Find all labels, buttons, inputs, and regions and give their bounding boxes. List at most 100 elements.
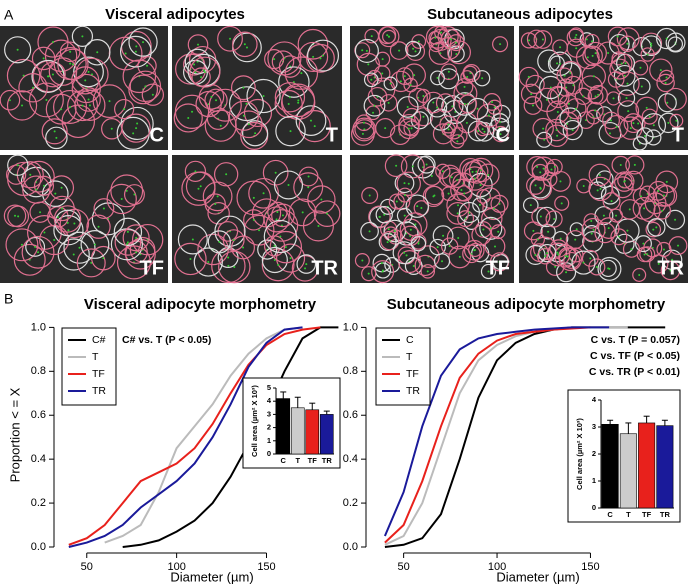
cell-center — [615, 125, 618, 128]
cell-outline — [73, 56, 104, 88]
micrograph — [172, 155, 342, 284]
cell-center — [203, 71, 206, 74]
cell-center — [626, 42, 629, 45]
cell-center — [638, 273, 641, 276]
cell-center — [566, 255, 569, 258]
cell-outline — [399, 225, 421, 247]
cell-center — [39, 211, 42, 214]
cell-outline — [600, 185, 620, 205]
cell-center — [281, 214, 284, 217]
cell-outline — [236, 180, 272, 216]
y-tick-label: 0.8 — [343, 365, 358, 377]
cell-outline — [658, 112, 679, 134]
cell-center — [590, 219, 593, 222]
cell-outline — [400, 154, 425, 179]
cell-center — [88, 104, 91, 107]
cell-center — [405, 254, 408, 257]
cell-center — [422, 115, 425, 118]
inset-y-tick-label: 0 — [267, 449, 271, 458]
cell-outline — [441, 167, 462, 188]
bar — [319, 414, 334, 455]
cell-outline — [584, 41, 607, 65]
cell-center — [386, 241, 389, 244]
cell-center — [575, 33, 578, 36]
cell-outline — [632, 187, 650, 205]
cell-outline — [261, 248, 295, 282]
cell-center — [498, 127, 501, 130]
cell-outline — [441, 122, 456, 137]
cell-center — [102, 207, 105, 210]
cell-outline — [480, 263, 497, 280]
cell-center — [564, 255, 567, 258]
cell-center — [481, 77, 484, 80]
cell-outline — [610, 52, 633, 75]
chart-title: Visceral adipocyte morphometry — [84, 296, 317, 313]
bar — [276, 398, 291, 455]
cell-outline — [625, 155, 645, 175]
cell-outline — [594, 222, 616, 244]
cell-outline — [420, 264, 436, 279]
micrograph — [518, 26, 688, 151]
cell-center — [645, 106, 648, 109]
cell-center — [417, 40, 420, 43]
cell-outline — [453, 81, 478, 106]
cell-center — [373, 104, 376, 107]
x-axis-label: Diameter (µm) — [496, 569, 579, 584]
cell-outline — [613, 64, 636, 87]
cell-outline — [417, 245, 440, 269]
cell-center — [387, 101, 390, 104]
cell-center — [624, 62, 627, 65]
cell-outline — [354, 38, 379, 63]
cell-center — [556, 110, 559, 113]
cell-outline — [361, 187, 379, 204]
cell-center — [305, 263, 308, 266]
cell-center — [575, 228, 578, 231]
cell-center — [497, 230, 500, 233]
cell-outline — [652, 184, 676, 207]
cell-outline — [207, 230, 231, 254]
micrograph — [0, 154, 168, 283]
cell-center — [398, 49, 401, 52]
cell-outline — [657, 93, 677, 113]
cell-outline — [482, 197, 506, 221]
cell-center — [407, 182, 410, 185]
cell-outline — [458, 201, 480, 224]
cell-center — [450, 176, 453, 179]
cell-center — [623, 180, 626, 183]
cell-center — [652, 124, 655, 127]
cell-center — [536, 238, 539, 241]
cell-outline — [86, 214, 111, 239]
cell-center — [675, 119, 678, 122]
cell-outline — [405, 40, 422, 57]
cell-center — [54, 192, 57, 195]
cell-outline — [446, 202, 469, 225]
tile-label: T — [326, 124, 338, 146]
cell-outline — [110, 174, 144, 208]
cell-center — [498, 202, 501, 205]
cell-outline — [571, 250, 596, 275]
cell-center — [219, 124, 222, 127]
cell-center — [630, 248, 633, 251]
cell-outline — [632, 267, 647, 282]
cell-center — [582, 95, 585, 98]
cell-center — [412, 265, 415, 268]
bar — [601, 423, 619, 509]
cell-center — [227, 256, 230, 259]
cell-outline — [449, 171, 466, 189]
cell-center — [546, 98, 549, 101]
micrograph — [519, 155, 688, 283]
cell-center — [643, 135, 646, 138]
cell-center — [550, 168, 553, 171]
cell-center — [46, 75, 49, 78]
cell-center — [582, 261, 585, 264]
cell-outline — [617, 100, 640, 123]
cell-outline — [29, 201, 51, 223]
cell-center — [301, 211, 304, 214]
cell-outline — [291, 255, 319, 282]
cell-center — [597, 93, 600, 96]
cell-center — [473, 177, 476, 180]
cell-center — [16, 164, 19, 167]
inset-y-label: Cell area (µm² X 10³) — [575, 418, 584, 490]
cell-outline — [586, 101, 604, 119]
